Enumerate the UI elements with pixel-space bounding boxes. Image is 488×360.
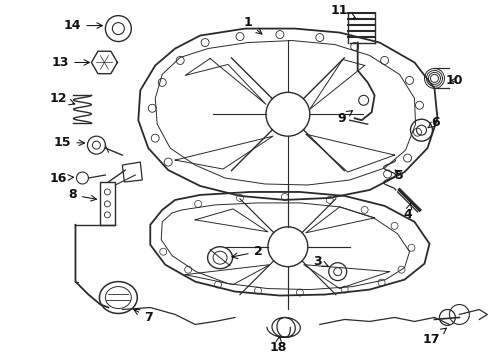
Text: 13: 13 (52, 56, 89, 69)
Text: 11: 11 (330, 4, 355, 19)
Text: 3: 3 (313, 255, 327, 268)
Text: 18: 18 (269, 337, 286, 354)
Text: 12: 12 (50, 92, 75, 105)
Text: 5: 5 (394, 168, 403, 181)
Text: 14: 14 (63, 19, 102, 32)
Text: 15: 15 (54, 136, 84, 149)
Text: 4: 4 (402, 203, 411, 221)
Text: 8: 8 (68, 188, 96, 202)
Text: 9: 9 (337, 111, 352, 125)
Text: 1: 1 (243, 16, 262, 34)
Text: 10: 10 (445, 74, 462, 87)
Text: 17: 17 (422, 328, 446, 346)
Text: 16: 16 (50, 171, 73, 185)
Text: 7: 7 (134, 310, 152, 324)
Text: 6: 6 (427, 116, 439, 129)
Text: 2: 2 (231, 245, 262, 258)
